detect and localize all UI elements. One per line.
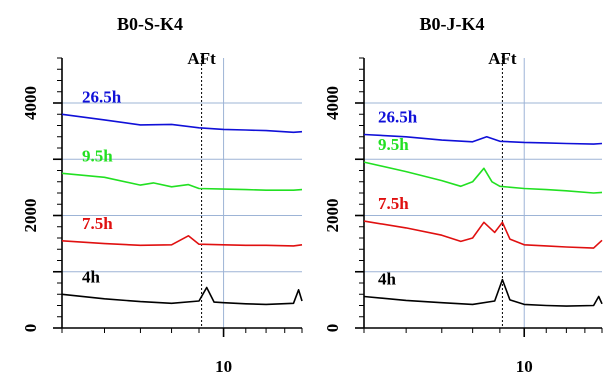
series-label: 7.5h <box>82 214 113 233</box>
series-label: 4h <box>82 267 101 286</box>
y-tick-label: 2000 <box>21 199 40 233</box>
series-line <box>363 133 603 145</box>
series-line <box>61 172 303 191</box>
y-tick-label: 0 <box>21 324 40 333</box>
panel-title: B0-J-K4 <box>420 14 485 34</box>
panel-title: B0-S-K4 <box>117 14 183 34</box>
aft-annotation: AFt <box>488 49 517 68</box>
aft-annotation: AFt <box>187 49 216 68</box>
x-tick-label: 10 <box>215 357 232 376</box>
series-line <box>363 161 603 194</box>
y-tick-label: 4000 <box>323 86 342 120</box>
panel-b0-s-k4: B0-S-K4 0 2000 4000 10 AFt 26.5h 9.5h 7.5h 4h <box>21 14 303 376</box>
series-label: 26.5h <box>378 108 418 127</box>
series-label: 7.5h <box>378 194 409 213</box>
series-line <box>61 235 303 247</box>
series-line <box>61 286 303 306</box>
series-line <box>61 113 303 134</box>
series-label: 4h <box>378 270 397 289</box>
series-label: 9.5h <box>378 135 409 154</box>
y-tick-label: 0 <box>323 324 342 333</box>
series-label: 9.5h <box>82 146 113 165</box>
y-tick-label: 4000 <box>21 86 40 120</box>
series-label: 26.5h <box>82 87 122 106</box>
series-line <box>363 220 603 249</box>
panel-b0-j-k4: B0-J-K4 0 2000 4000 10 AFt 26.5h 9.5h 7.5h 4h <box>323 14 603 376</box>
series-line <box>363 278 603 307</box>
y-tick-label: 2000 <box>323 199 342 233</box>
x-tick-label: 10 <box>516 357 533 376</box>
